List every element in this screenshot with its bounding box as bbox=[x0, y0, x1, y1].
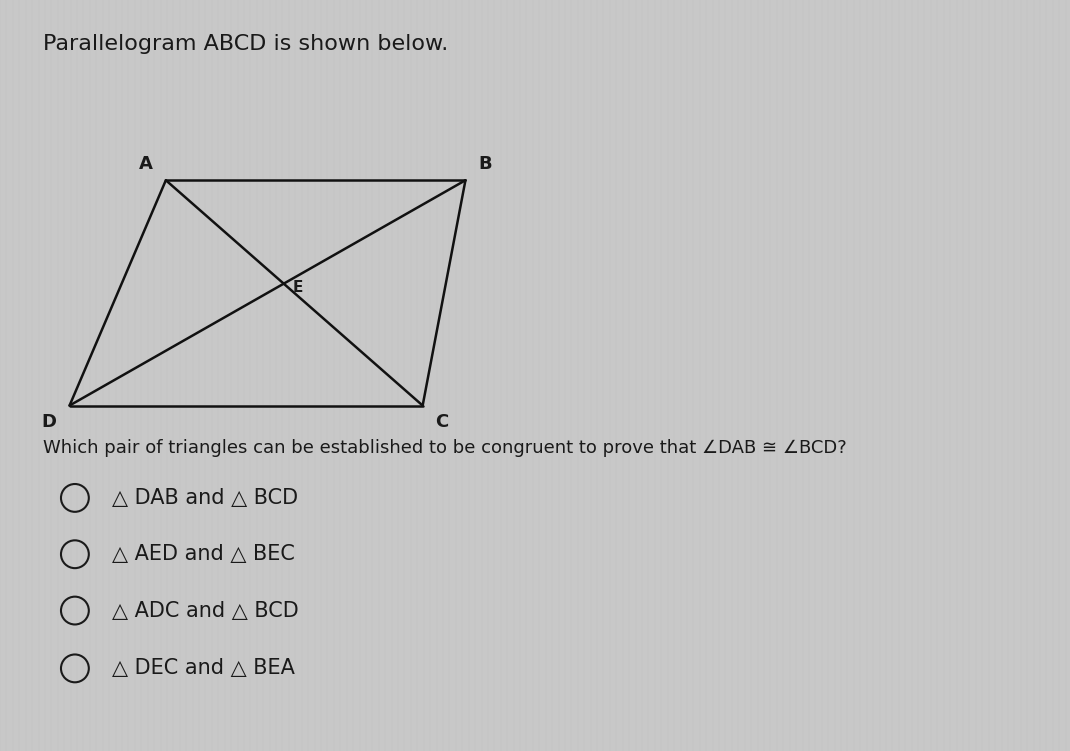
Text: △ ADC and △ BCD: △ ADC and △ BCD bbox=[112, 601, 300, 620]
Text: C: C bbox=[435, 413, 448, 431]
Text: Which pair of triangles can be established to be congruent to prove that ∠DAB ≅ : Which pair of triangles can be establish… bbox=[43, 439, 846, 457]
Text: A: A bbox=[139, 155, 153, 173]
Text: E: E bbox=[292, 280, 303, 295]
Text: △ AED and △ BEC: △ AED and △ BEC bbox=[112, 544, 295, 564]
Text: △ DEC and △ BEA: △ DEC and △ BEA bbox=[112, 659, 295, 678]
Text: B: B bbox=[478, 155, 492, 173]
Text: △ DAB and △ BCD: △ DAB and △ BCD bbox=[112, 488, 299, 508]
Text: Parallelogram ABCD is shown below.: Parallelogram ABCD is shown below. bbox=[43, 34, 448, 54]
Text: D: D bbox=[42, 413, 57, 431]
